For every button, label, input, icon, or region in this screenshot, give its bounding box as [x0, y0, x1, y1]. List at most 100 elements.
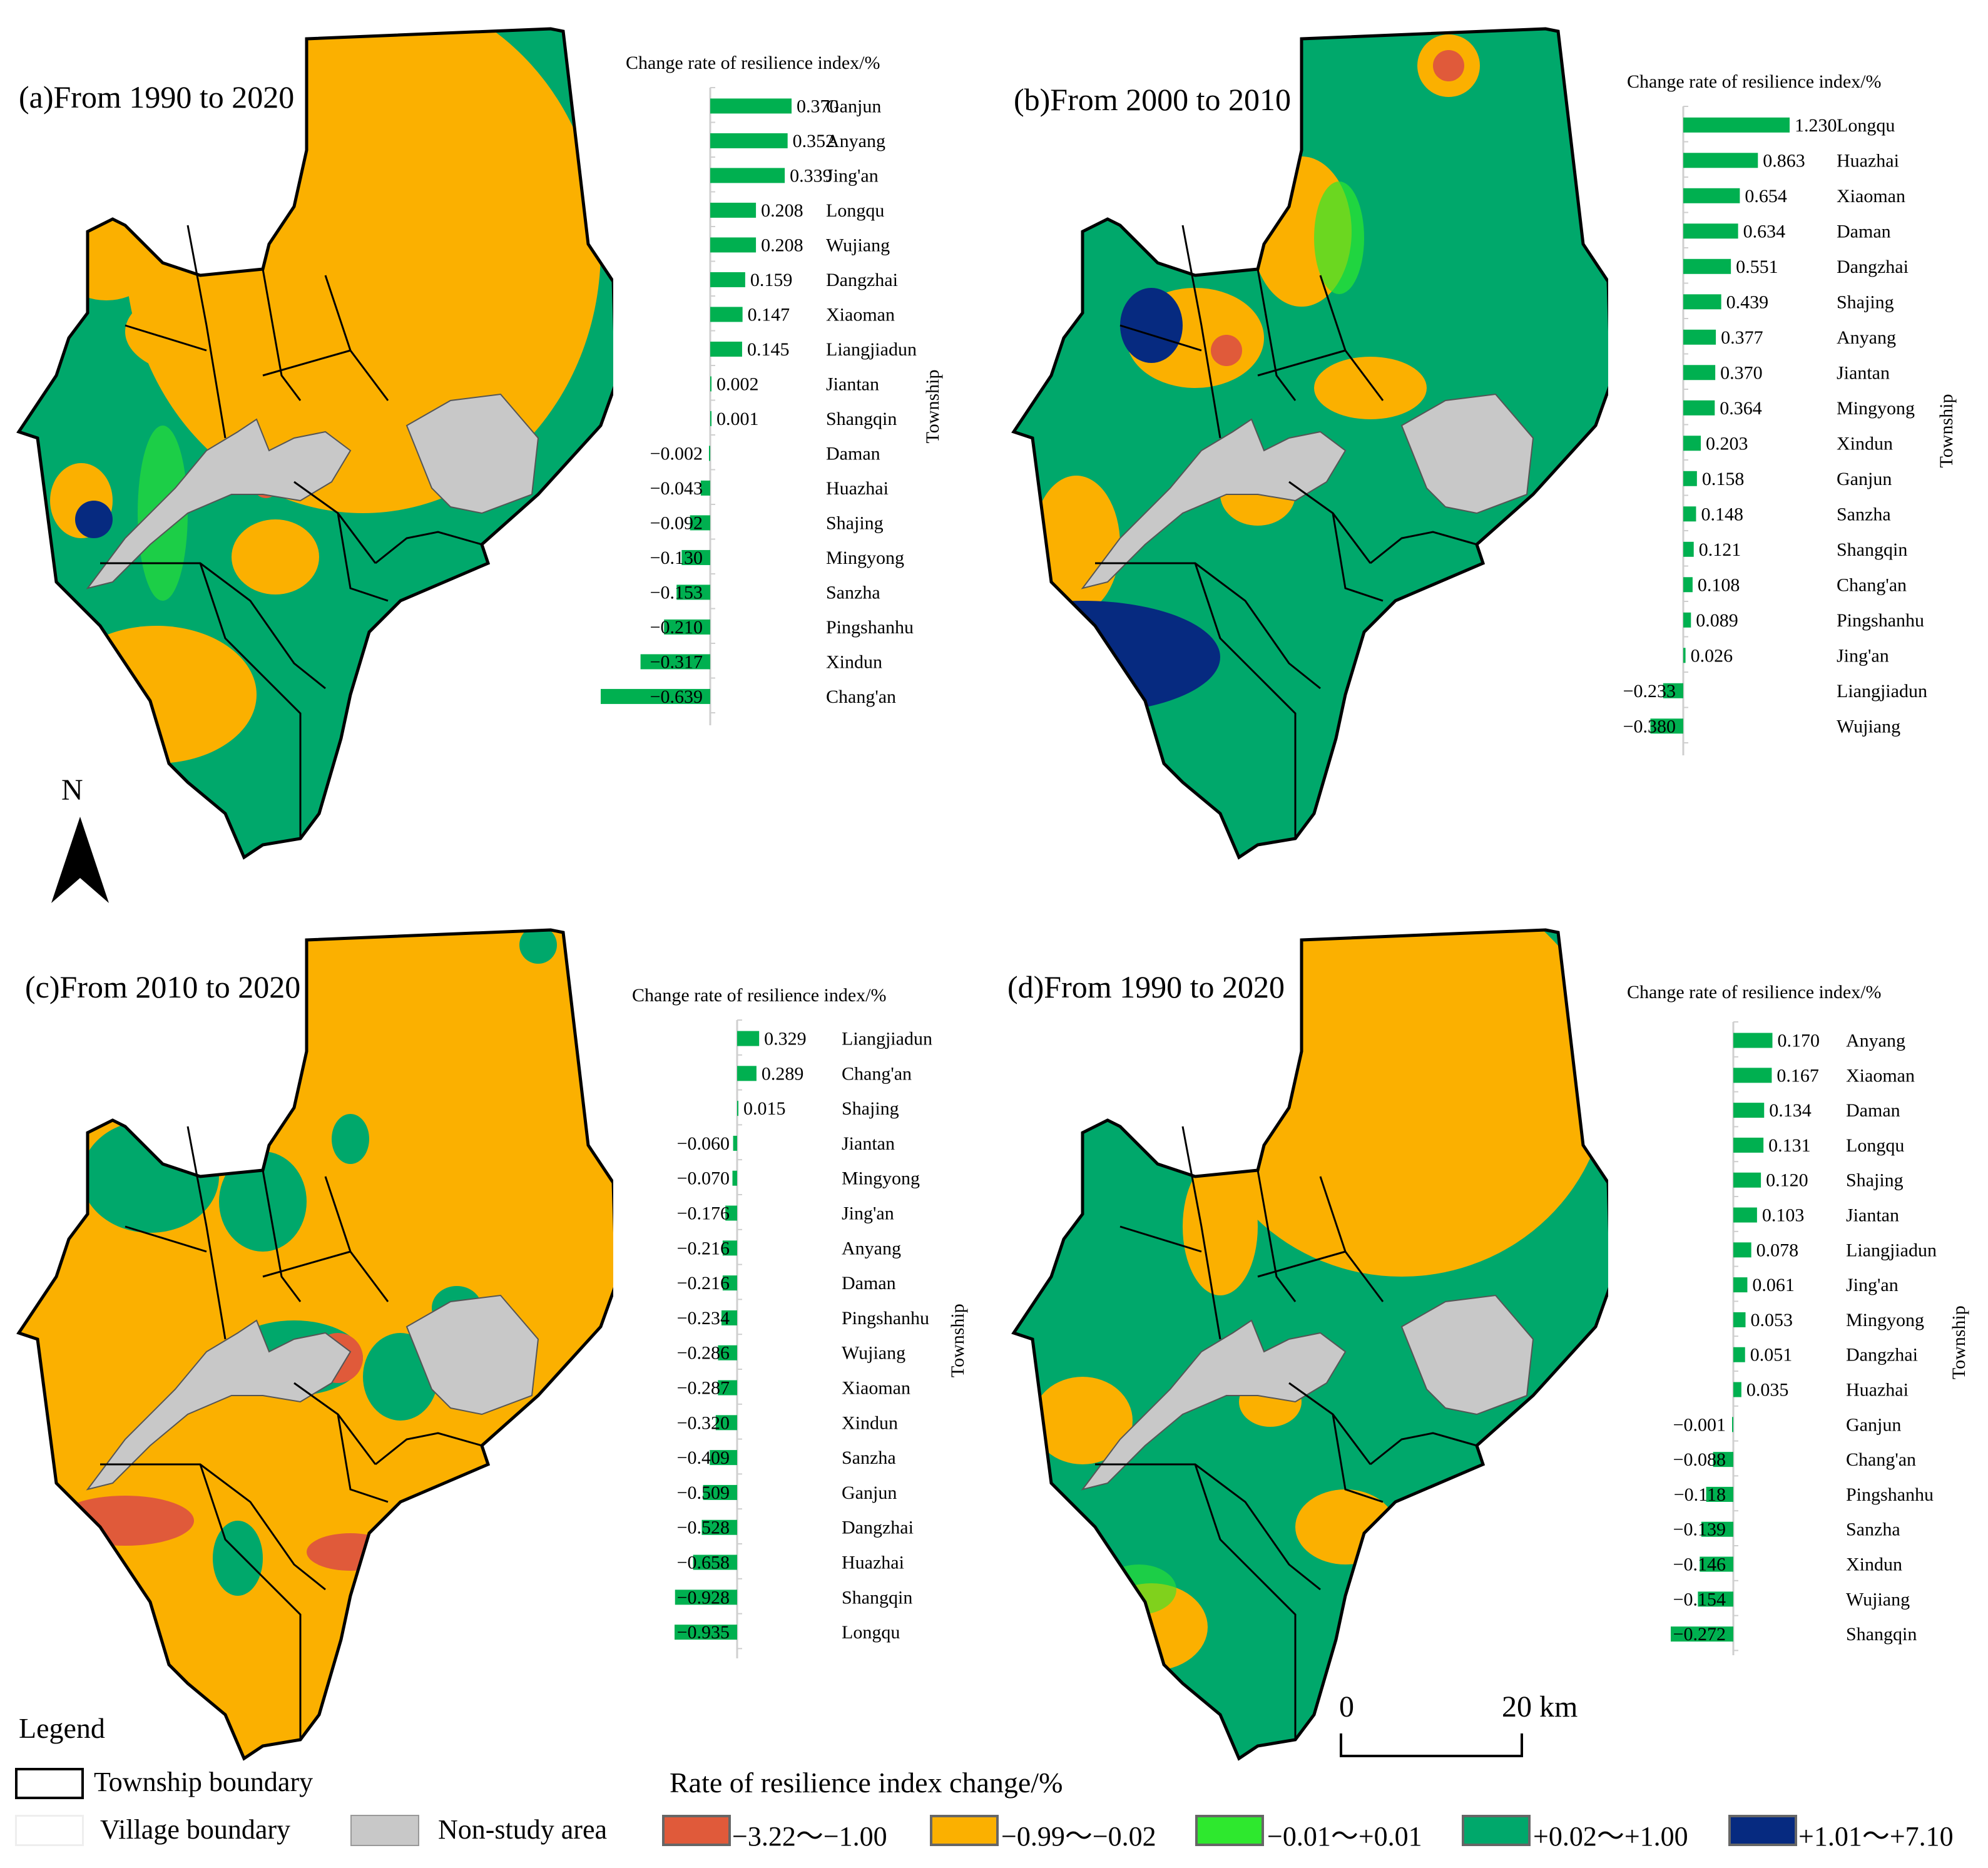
chart-d-category-label: Huazhai — [1846, 1380, 1909, 1401]
chart-c-category-label: Jiantan — [842, 1133, 895, 1154]
class-1-label: −3.22～−1.00 — [732, 1821, 887, 1852]
non-study-area-label: Non-study area — [438, 1814, 608, 1845]
chart-d-value-label: −0.272 — [1673, 1624, 1726, 1645]
chart-a-title: Change rate of resilience index/% — [626, 53, 880, 73]
chart-a-category-label: Mingyong — [826, 548, 904, 568]
legend-title: Legend — [19, 1712, 105, 1744]
village-boundary-swatch — [15, 1815, 84, 1846]
class-3-swatch — [1195, 1815, 1264, 1846]
chart-c-category-label: Shangqin — [842, 1587, 912, 1608]
chart-b-bar — [1683, 188, 1740, 203]
chart-c-bar — [737, 1101, 738, 1116]
class-2-label: −0.99～−0.02 — [1001, 1821, 1156, 1852]
chart-a-value-label: 0.147 — [748, 304, 790, 325]
chart-d-category-label: Longqu — [1846, 1135, 1904, 1156]
scale-start-label: 0 — [1339, 1690, 1354, 1723]
chart-c-bar — [715, 1415, 737, 1431]
map-panel-b — [1011, 27, 1608, 860]
chart-b-category-label: Shangqin — [1837, 539, 1907, 560]
chart-b-bar — [1683, 471, 1697, 486]
chart-c-bar — [722, 1275, 737, 1291]
chart-b-category-label: Shajing — [1837, 292, 1894, 312]
chart-d-value-label: 0.131 — [1768, 1135, 1811, 1156]
chart-b-category-label: Ganjun — [1837, 469, 1892, 489]
chart-d-category-label: Shajing — [1846, 1170, 1904, 1191]
chart-d-value-label: −0.154 — [1673, 1589, 1726, 1610]
rate-legend-title: Rate of resilience index change/% — [670, 1767, 1063, 1799]
scale-bar — [1340, 1733, 1523, 1757]
north-arrow-icon — [51, 817, 109, 903]
chart-a-value-label: −0.317 — [650, 651, 703, 672]
chart-b-bar — [1683, 153, 1758, 168]
bar-chart-b: Change rate of resilience index/% 1.230 Lo… — [1623, 71, 1957, 755]
chart-a-bar — [710, 341, 742, 357]
chart-c-axis-label: Township — [947, 1304, 968, 1377]
chart-c-value-label: −0.935 — [677, 1622, 730, 1643]
chart-a-category-label: Pingshanhu — [826, 617, 914, 638]
chart-a-category-label: Shangqin — [826, 409, 897, 429]
chart-b-bar — [1683, 648, 1686, 663]
chart-d-bar — [1733, 1172, 1761, 1188]
chart-c-value-label: −0.060 — [677, 1133, 730, 1154]
chart-c-value-label: −0.287 — [677, 1378, 730, 1399]
chart-b-bar — [1683, 223, 1738, 239]
chart-a-value-label: 0.145 — [747, 339, 790, 360]
chart-b-bar — [1683, 117, 1790, 133]
class-5-label: +1.01～+7.10 — [1798, 1821, 1954, 1852]
panel-d-title: (d)From 1990 to 2020 — [1007, 969, 1285, 1004]
chart-b-bar — [1683, 294, 1721, 310]
chart-a-bar — [681, 549, 710, 565]
chart-c-title: Change rate of resilience index/% — [632, 985, 887, 1006]
chart-a-category-label: Jing'an — [826, 165, 879, 186]
chart-c-category-label: Liangjiadun — [842, 1029, 932, 1049]
chart-d-bar — [1733, 1033, 1773, 1048]
chart-d-value-label: 0.035 — [1746, 1380, 1789, 1401]
chart-d-value-label: −0.001 — [1673, 1414, 1726, 1435]
chart-a-bar — [710, 307, 743, 322]
village-boundary-label: Village boundary — [100, 1814, 291, 1845]
chart-d-title: Change rate of resilience index/% — [1627, 982, 1882, 1003]
chart-c-bar — [725, 1205, 737, 1221]
chart-b-bar — [1683, 541, 1694, 557]
chart-a-value-label: 0.208 — [761, 235, 803, 255]
chart-c-category-label: Xindun — [842, 1412, 898, 1433]
chart-c-bar — [732, 1170, 737, 1186]
chart-a-bar — [664, 619, 710, 635]
chart-a-value-label: 0.001 — [716, 409, 759, 429]
chart-d-value-label: 0.078 — [1756, 1240, 1799, 1260]
chart-c-value-label: −0.320 — [677, 1412, 730, 1433]
chart-a-bar — [710, 98, 792, 114]
chart-d-value-label: 0.167 — [1776, 1065, 1819, 1086]
chart-b-category-label: Wujiang — [1837, 716, 1900, 737]
chart-a-value-label: 0.370 — [797, 96, 839, 116]
chart-b-axis-label: Township — [1936, 394, 1957, 468]
chart-d-bar — [1706, 1486, 1733, 1502]
chart-d-value-label: 0.053 — [1750, 1310, 1793, 1330]
chart-c-category-label: Sanzha — [842, 1447, 896, 1468]
chart-b-bar — [1683, 258, 1731, 274]
chart-c-category-label: Wujiang — [842, 1343, 905, 1364]
chart-c-value-label: −0.528 — [677, 1518, 730, 1538]
chart-d-value-label: 0.120 — [1766, 1170, 1808, 1191]
chart-b-category-label: Chang'an — [1837, 574, 1907, 595]
chart-d-category-label: Xindun — [1846, 1554, 1902, 1575]
chart-d-category-label: Jiantan — [1846, 1205, 1899, 1226]
chart-b-category-label: Daman — [1837, 221, 1891, 242]
chart-d-value-label: −0.088 — [1673, 1449, 1726, 1470]
chart-a-value-label: 0.208 — [761, 200, 803, 221]
chart-a-value-label: −0.210 — [650, 617, 703, 638]
chart-d-value-label: −0.139 — [1673, 1519, 1726, 1540]
chart-d-category-label: Ganjun — [1846, 1414, 1901, 1435]
chart-c-value-label: −0.216 — [677, 1273, 730, 1294]
chart-c-bar — [737, 1031, 760, 1046]
chart-a-bar — [710, 168, 785, 183]
chart-c-bar — [733, 1135, 737, 1151]
chart-c-category-label: Huazhai — [842, 1553, 904, 1573]
chart-c-bar — [675, 1625, 737, 1640]
chart-a-value-label: −0.002 — [650, 443, 703, 464]
chart-d-bar — [1733, 1068, 1772, 1083]
chart-c-category-label: Ganjun — [842, 1483, 897, 1503]
chart-b-category-label: Mingyong — [1837, 398, 1915, 419]
chart-a-category-label: Wujiang — [826, 235, 890, 255]
panel-a-title: (a)From 1990 to 2020 — [19, 79, 295, 115]
